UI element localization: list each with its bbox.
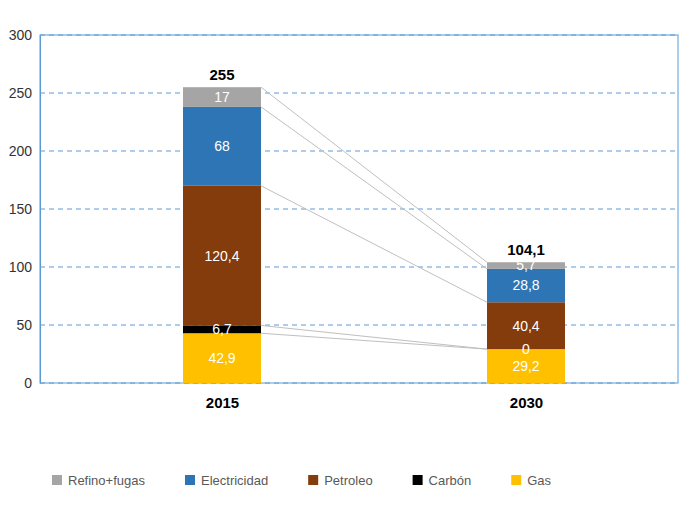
legend-label: Electricidad xyxy=(201,473,268,488)
legend-swatch xyxy=(185,475,195,485)
legend-label: Carbón xyxy=(429,473,472,488)
y-tick: 150 xyxy=(9,201,40,217)
legend-item: Gas xyxy=(511,473,551,488)
bar-segment xyxy=(487,269,565,302)
data-label: 29,2 xyxy=(512,358,539,374)
y-tick: 250 xyxy=(9,85,40,101)
grid-line xyxy=(40,209,678,210)
connector-line xyxy=(261,107,487,269)
legend: Refino+fugas Electricidad Petroleo Carbón Ga… xyxy=(52,473,552,488)
legend-swatch xyxy=(52,475,62,485)
y-tick-label: 100 xyxy=(9,259,33,275)
connector-line xyxy=(261,87,487,262)
y-tick-label: 250 xyxy=(9,85,33,101)
y-tick-label: 300 xyxy=(9,27,33,43)
y-tick: 100 xyxy=(9,259,40,275)
y-tick-label: 50 xyxy=(16,317,32,333)
data-label: 17 xyxy=(214,89,230,105)
x-tick: 2015 xyxy=(206,383,239,411)
data-label: 120,4 xyxy=(204,248,239,264)
data-label: 68 xyxy=(214,138,230,154)
y-tick: 200 xyxy=(9,143,40,159)
legend-item: Refino+fugas xyxy=(52,473,145,488)
data-label: 40,4 xyxy=(512,318,539,334)
legend-swatch xyxy=(511,475,521,485)
y-tick-label: 200 xyxy=(9,143,33,159)
legend-label: Gas xyxy=(527,473,551,488)
totals: 255 104,1 xyxy=(209,66,544,258)
y-tick-label: 150 xyxy=(9,201,33,217)
legend-swatch xyxy=(413,475,423,485)
y-axis: 0 50 100 150 200 250 300 xyxy=(9,27,41,391)
connectors xyxy=(261,87,487,349)
y-tick: 50 xyxy=(16,317,40,333)
bar-segment xyxy=(183,87,261,107)
y-tick-label: 0 xyxy=(24,375,32,391)
plot-frame xyxy=(40,35,678,383)
data-labels: 42,9 6,7 120,4 68 17 29,20 40,4 28,8 5,7 xyxy=(204,89,539,374)
total-label: 104,1 xyxy=(507,241,545,258)
data-label: 28,8 xyxy=(512,277,539,293)
data-label: 42,9 xyxy=(208,350,235,366)
data-label: 0 xyxy=(522,341,530,357)
x-axis: 2015 2030 xyxy=(206,383,543,411)
bar-segment xyxy=(183,107,261,186)
y-tick: 300 xyxy=(9,27,40,43)
connector-line xyxy=(261,333,487,349)
grid-line xyxy=(40,267,678,268)
total-label: 255 xyxy=(209,66,234,83)
data-label: 5,7 xyxy=(516,257,536,273)
grid xyxy=(40,35,678,383)
category-label: 2030 xyxy=(510,394,543,411)
bar-segment xyxy=(183,186,261,326)
y-axis-line xyxy=(40,36,41,384)
data-label: 6,7 xyxy=(212,321,232,337)
legend-label: Refino+fugas xyxy=(68,473,145,488)
legend-item: Carbón xyxy=(413,473,472,488)
bar-segment xyxy=(183,333,261,383)
grid-line xyxy=(40,325,678,326)
grid-line xyxy=(40,93,678,94)
x-tick: 2030 xyxy=(510,383,543,411)
connector-line xyxy=(261,325,487,349)
category-label: 2015 xyxy=(206,394,239,411)
grid-line xyxy=(40,151,678,152)
legend-item: Petroleo xyxy=(308,473,372,488)
legend-item: Electricidad xyxy=(185,473,268,488)
bars xyxy=(183,87,565,383)
legend-label: Petroleo xyxy=(324,473,372,488)
y-tick: 0 xyxy=(24,375,40,391)
chart: 05010015020025030042,96,7120,4681729,204… xyxy=(0,0,700,512)
legend-swatch xyxy=(308,475,318,485)
